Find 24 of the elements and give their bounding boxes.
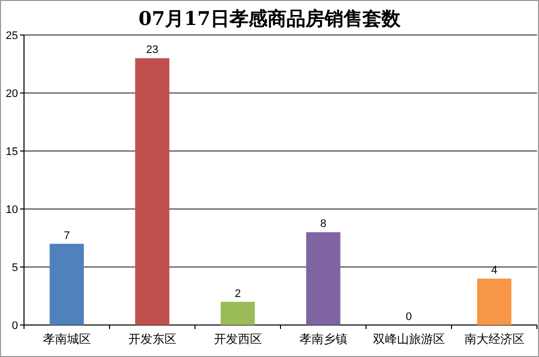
bar — [477, 278, 512, 325]
bar — [306, 232, 340, 325]
x-tick-label: 孝南乡镇 — [299, 332, 348, 346]
data-label: 0 — [406, 311, 412, 323]
y-tick-label: 5 — [12, 262, 18, 274]
y-tick-label: 0 — [12, 320, 18, 332]
x-tick-label: 双峰山旅游区 — [372, 332, 445, 346]
chart-title: 07月17日孝感商品房销售套数 — [138, 8, 402, 30]
x-tick-label: 开发东区 — [128, 332, 176, 346]
y-tick-label: 15 — [6, 146, 18, 158]
data-label: 8 — [320, 218, 326, 230]
x-tick-label: 南大经济区 — [464, 332, 524, 346]
data-label: 23 — [146, 44, 158, 56]
y-tick-label: 25 — [6, 30, 18, 42]
x-tick-label: 开发西区 — [214, 332, 262, 346]
bar — [135, 58, 170, 325]
data-label: 4 — [491, 264, 498, 277]
x-tick-label: 孝南城区 — [42, 332, 91, 346]
bar — [220, 302, 255, 325]
data-label: 2 — [234, 288, 241, 300]
y-tick-label: 10 — [6, 204, 18, 216]
data-label: 7 — [64, 230, 70, 242]
bar — [50, 244, 84, 325]
y-tick-label: 20 — [6, 88, 18, 100]
